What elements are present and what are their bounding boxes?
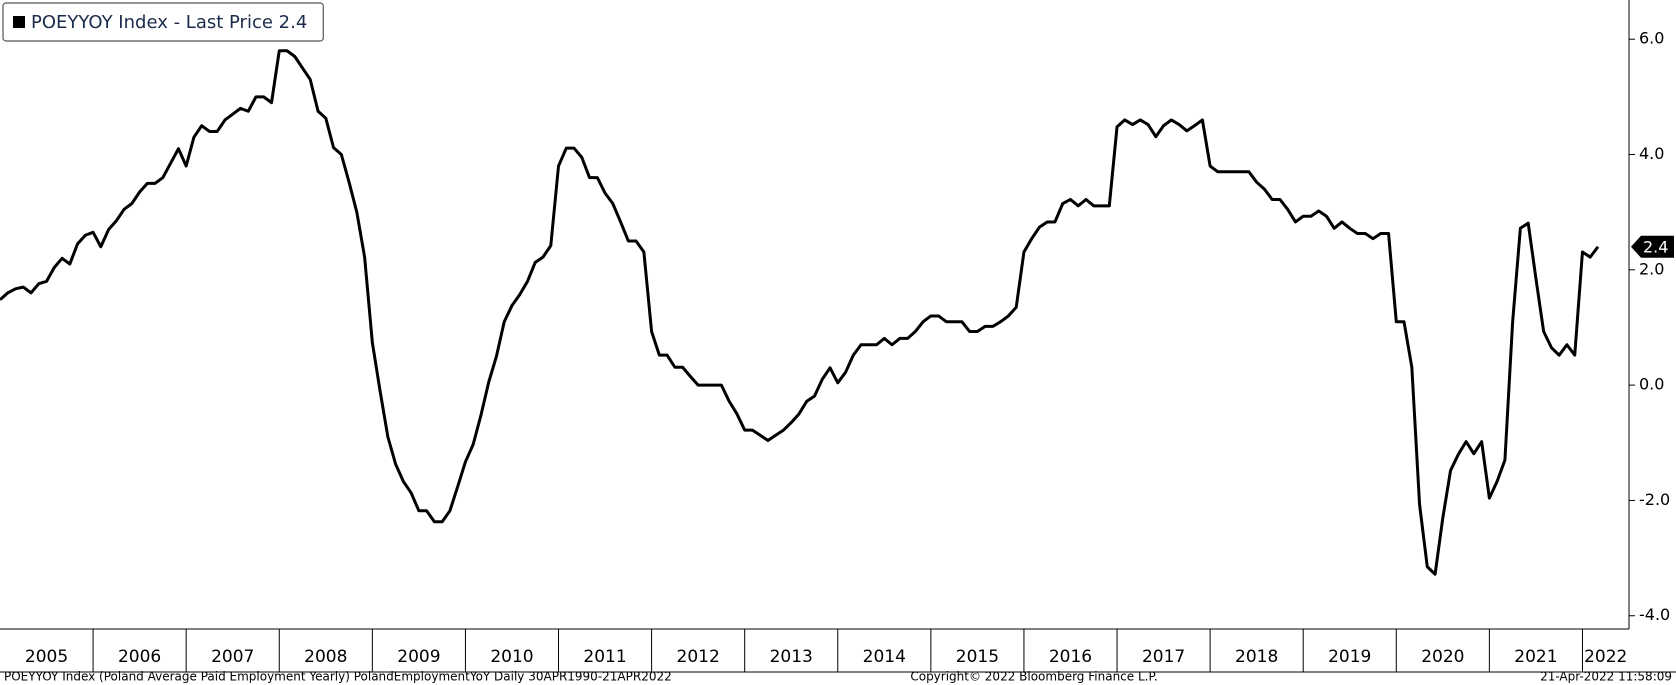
x-tick-label: 2018 — [1235, 647, 1278, 667]
x-tick-label: 2005 — [25, 647, 68, 667]
x-tick-label: 2013 — [770, 647, 813, 667]
series-line — [0, 49, 1600, 576]
legend-box — [2, 2, 324, 42]
x-tick-label: 2008 — [304, 647, 347, 667]
footer-right: 21-Apr-2022 11:58:09 — [1540, 670, 1672, 684]
x-tick-label: 2009 — [397, 647, 440, 667]
y-tick-label: 0.0 — [1639, 375, 1664, 394]
x-tick-label: 2011 — [583, 647, 626, 667]
x-tick-label: 2022 — [1584, 647, 1627, 667]
y-tick-label: 2.0 — [1639, 259, 1664, 278]
y-tick-label: -4.0 — [1639, 605, 1670, 624]
x-tick-label: 2006 — [118, 647, 161, 667]
x-tick-label: 2012 — [677, 647, 720, 667]
last-price-tag — [1631, 235, 1674, 258]
x-tick-label: 2017 — [1142, 647, 1185, 667]
x-tick-label: 2020 — [1421, 647, 1464, 667]
last-price-label: 2.4 — [1643, 237, 1668, 256]
x-tick-label: 2021 — [1514, 647, 1557, 667]
x-tick-label: 2010 — [490, 647, 533, 667]
x-tick-label: 2019 — [1328, 647, 1371, 667]
x-tick-label: 2015 — [956, 647, 999, 667]
x-tick-label: 2016 — [1049, 647, 1092, 667]
x-tick-label: 2007 — [211, 647, 254, 667]
legend-label: POEYYOY Index - Last Price 2.4 — [31, 12, 307, 33]
footer-center: Copyright© 2022 Bloomberg Finance L.P. — [910, 670, 1157, 684]
y-tick-label: 4.0 — [1639, 144, 1664, 163]
y-tick-label: -2.0 — [1639, 490, 1670, 509]
footer-left: POEYYOY Index (Poland Average Paid Emplo… — [4, 670, 672, 684]
x-tick-label: 2014 — [863, 647, 906, 667]
y-tick-label: 6.0 — [1639, 29, 1664, 48]
legend-swatch — [13, 16, 25, 28]
